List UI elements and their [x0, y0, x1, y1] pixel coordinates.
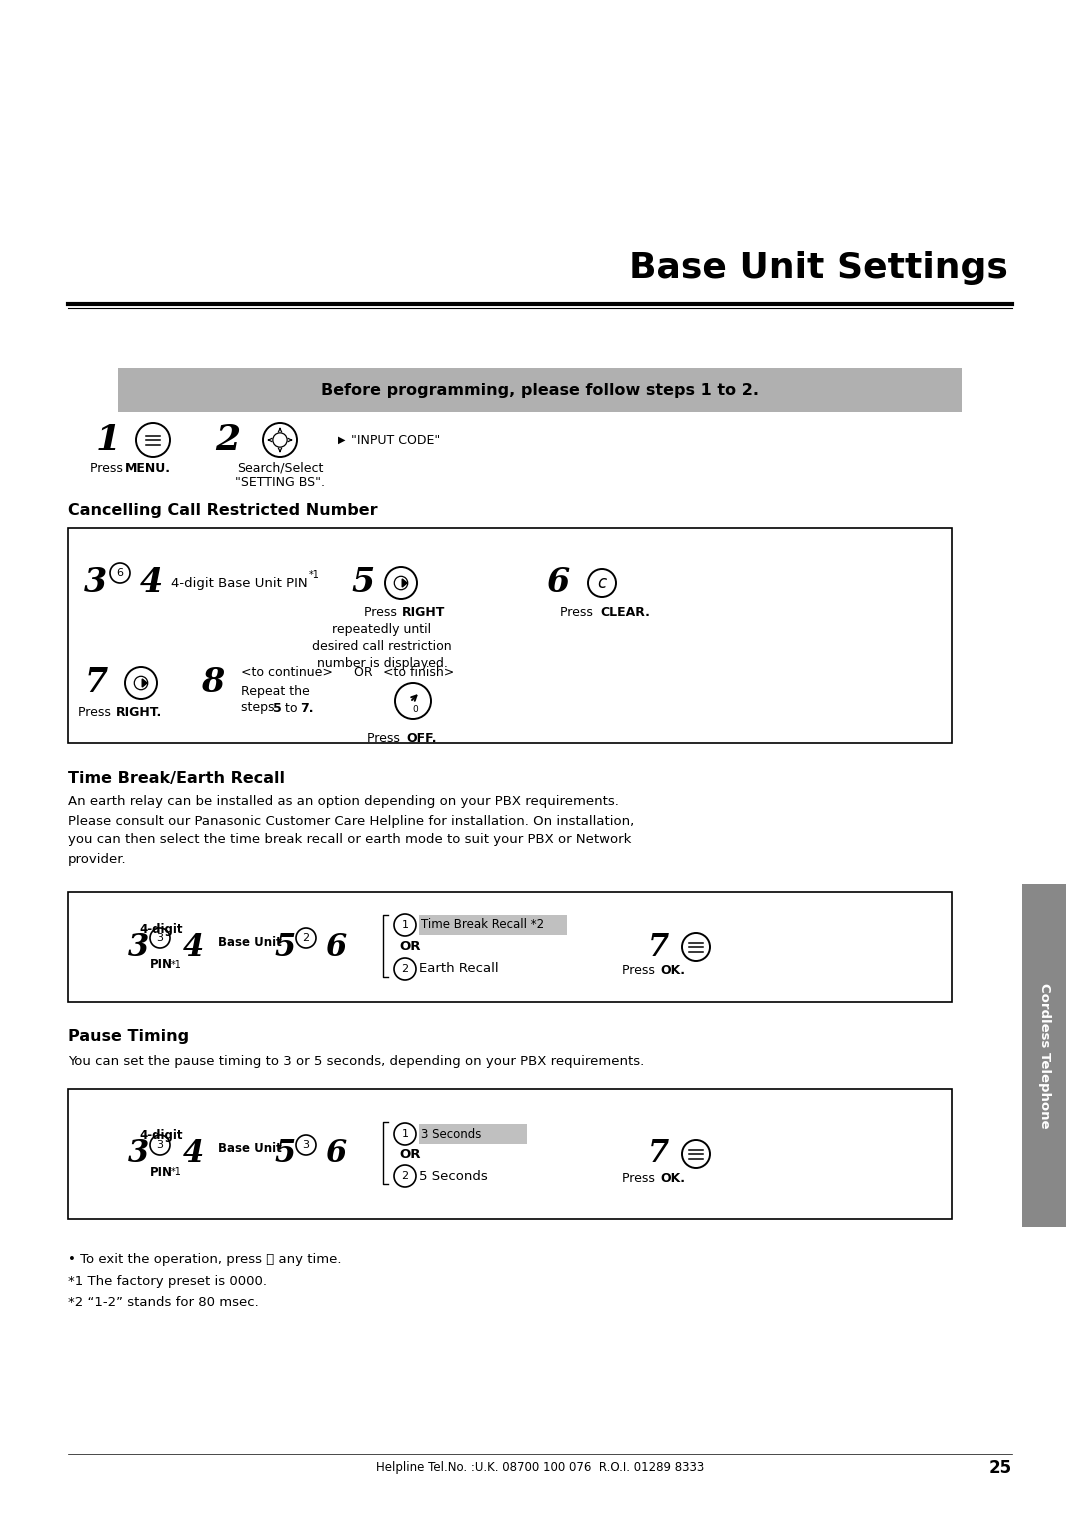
Polygon shape — [143, 678, 147, 688]
Text: 5: 5 — [274, 932, 296, 963]
Text: Helpline Tel.No. :U.K. 08700 100 076  R.O.I. 01289 8333: Helpline Tel.No. :U.K. 08700 100 076 R.O… — [376, 1461, 704, 1475]
Text: Time Break Recall *2: Time Break Recall *2 — [421, 918, 544, 932]
Text: "SETTING BS".: "SETTING BS". — [235, 477, 325, 489]
Text: 3: 3 — [157, 1140, 163, 1151]
Text: Press: Press — [78, 706, 114, 720]
Text: *1: *1 — [309, 570, 320, 581]
Text: 1: 1 — [402, 1129, 408, 1138]
Text: "INPUT CODE": "INPUT CODE" — [351, 434, 441, 446]
Text: Press: Press — [364, 607, 401, 619]
Text: 3: 3 — [127, 932, 149, 963]
Text: 4-digit Base Unit PIN: 4-digit Base Unit PIN — [171, 576, 308, 590]
Text: Cancelling Call Restricted Number: Cancelling Call Restricted Number — [68, 503, 378, 518]
FancyBboxPatch shape — [1022, 885, 1066, 1227]
Text: 0: 0 — [413, 704, 418, 714]
Text: 7: 7 — [84, 666, 108, 700]
Text: 5: 5 — [273, 701, 282, 715]
Text: desired call restriction: desired call restriction — [312, 640, 451, 654]
Text: 4-digit: 4-digit — [139, 923, 183, 935]
Text: Before programming, please follow steps 1 to 2.: Before programming, please follow steps … — [321, 382, 759, 397]
Text: You can set the pause timing to 3 or 5 seconds, depending on your PBX requiremen: You can set the pause timing to 3 or 5 s… — [68, 1054, 645, 1068]
Text: Press: Press — [559, 607, 596, 619]
Text: OK.: OK. — [660, 964, 685, 978]
Text: PIN: PIN — [149, 1166, 173, 1178]
Text: 8: 8 — [201, 666, 225, 700]
Text: RIGHT.: RIGHT. — [116, 706, 162, 720]
Text: steps: steps — [241, 701, 279, 715]
Text: Cordless Telephone: Cordless Telephone — [1038, 983, 1051, 1128]
Text: OR: OR — [350, 666, 377, 680]
Text: Press: Press — [622, 964, 659, 978]
Text: *1: *1 — [171, 1167, 181, 1177]
Text: *1 The factory preset is 0000.: *1 The factory preset is 0000. — [68, 1274, 267, 1288]
Text: to: to — [281, 701, 301, 715]
Text: 3: 3 — [157, 934, 163, 943]
Text: RIGHT: RIGHT — [402, 607, 445, 619]
Text: 4: 4 — [183, 1138, 204, 1169]
Text: 6: 6 — [546, 567, 569, 599]
Text: 7.: 7. — [300, 701, 313, 715]
FancyBboxPatch shape — [419, 1125, 527, 1144]
Text: Press: Press — [366, 732, 404, 744]
Text: 2: 2 — [402, 1170, 408, 1181]
Text: 5: 5 — [351, 567, 375, 599]
Text: 6: 6 — [325, 1138, 347, 1169]
Text: MENU.: MENU. — [125, 461, 171, 475]
Text: you can then select the time break recall or earth mode to suit your PBX or Netw: you can then select the time break recal… — [68, 833, 632, 847]
Text: • To exit the operation, press Ⓢ any time.: • To exit the operation, press Ⓢ any tim… — [68, 1253, 341, 1265]
Text: 3: 3 — [302, 1140, 310, 1151]
Text: ▶: ▶ — [338, 435, 346, 445]
Text: Please consult our Panasonic Customer Care Helpline for installation. On install: Please consult our Panasonic Customer Ca… — [68, 814, 634, 828]
FancyBboxPatch shape — [68, 1089, 951, 1219]
Text: 3: 3 — [127, 1138, 149, 1169]
FancyBboxPatch shape — [68, 529, 951, 743]
Text: repeatedly until: repeatedly until — [333, 623, 432, 637]
Text: number is displayed.: number is displayed. — [316, 657, 447, 671]
Text: *1: *1 — [171, 960, 181, 970]
Text: Base Unit Settings: Base Unit Settings — [630, 251, 1008, 286]
Text: 5 Seconds: 5 Seconds — [419, 1169, 488, 1183]
Text: OR: OR — [399, 941, 420, 953]
Text: 25: 25 — [989, 1459, 1012, 1478]
Text: OR: OR — [399, 1148, 420, 1160]
Text: 4: 4 — [183, 932, 204, 963]
Text: 6: 6 — [117, 568, 123, 578]
Text: Time Break/Earth Recall: Time Break/Earth Recall — [68, 770, 285, 785]
Text: Earth Recall: Earth Recall — [419, 963, 499, 975]
Text: 4-digit: 4-digit — [139, 1129, 183, 1143]
Text: Press: Press — [90, 461, 126, 475]
Text: Repeat the: Repeat the — [241, 685, 310, 697]
Polygon shape — [402, 579, 407, 587]
Text: *2 “1-2” stands for 80 msec.: *2 “1-2” stands for 80 msec. — [68, 1296, 259, 1309]
Text: 2: 2 — [302, 934, 310, 943]
Text: Search/Select: Search/Select — [237, 461, 323, 475]
Text: 7: 7 — [647, 932, 669, 963]
Text: 4: 4 — [139, 567, 163, 599]
Text: 7: 7 — [647, 1138, 669, 1169]
Text: An earth relay can be installed as an option depending on your PBX requirements.: An earth relay can be installed as an op… — [68, 796, 619, 808]
Text: Press: Press — [622, 1172, 659, 1184]
Text: c: c — [597, 573, 607, 591]
Text: 3 Seconds: 3 Seconds — [421, 1128, 482, 1140]
Text: 1: 1 — [402, 920, 408, 931]
Text: CLEAR.: CLEAR. — [600, 607, 650, 619]
FancyBboxPatch shape — [419, 915, 567, 935]
FancyBboxPatch shape — [118, 368, 962, 413]
Text: PIN: PIN — [149, 958, 173, 972]
Text: 3: 3 — [84, 567, 108, 599]
Text: Pause Timing: Pause Timing — [68, 1030, 189, 1045]
Text: 6: 6 — [325, 932, 347, 963]
Text: 5: 5 — [274, 1138, 296, 1169]
Text: OFF.: OFF. — [406, 732, 436, 744]
Text: Base Unit: Base Unit — [218, 1143, 282, 1155]
Text: provider.: provider. — [68, 853, 126, 865]
Text: 2: 2 — [215, 423, 241, 457]
Text: 2: 2 — [402, 964, 408, 973]
Text: <to continue>: <to continue> — [241, 666, 333, 680]
Text: 1: 1 — [95, 423, 121, 457]
Text: OK.: OK. — [660, 1172, 685, 1184]
Text: <to finish>: <to finish> — [383, 666, 455, 680]
Text: Base Unit: Base Unit — [218, 935, 282, 949]
FancyBboxPatch shape — [68, 892, 951, 1002]
